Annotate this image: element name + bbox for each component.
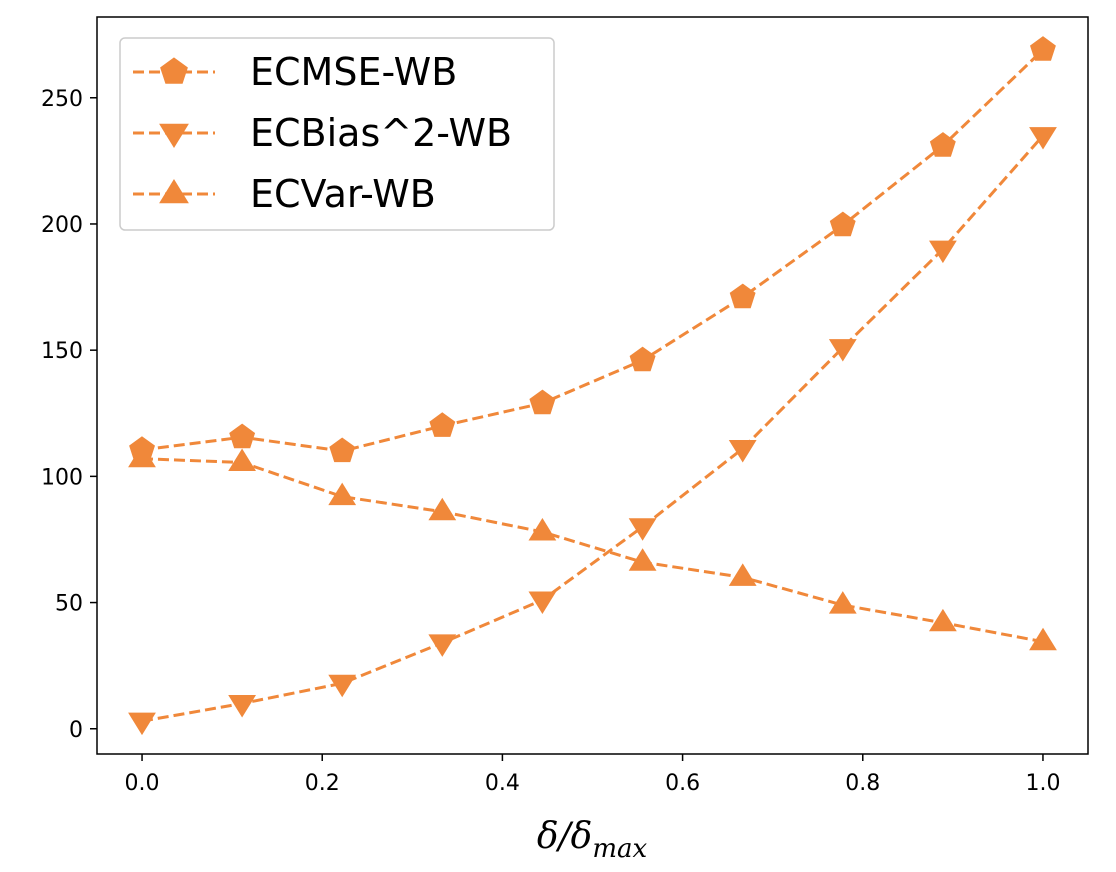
data-point [1030,36,1056,61]
legend-frame [119,37,555,231]
legend-marker [160,57,188,84]
legend: ECMSE-WB ECBias^2-WB ECVar-WB [119,37,555,231]
data-point [629,346,656,372]
data-point [929,608,957,632]
data-point [628,548,657,571]
data-point [228,695,256,718]
data-point [428,497,457,521]
x-axis-label-main: δ/δ [537,816,592,857]
legend-marker [159,123,189,148]
data-point [828,339,857,362]
x-tick-label: 0.8 [845,771,880,796]
data-point [828,591,857,614]
legend-marker [159,179,189,204]
data-point [229,423,256,449]
y-tick-label: 50 [55,592,83,617]
data-point [228,448,256,471]
data-point [329,437,356,463]
legend-items: ECMSE-WB ECBias^2-WB ECVar-WB [133,50,512,216]
data-point [128,712,156,736]
series-ECMSE-WB [129,36,1056,463]
data-point [528,591,557,614]
legend-label: ECMSE-WB [250,50,457,94]
legend-item: ECVar-WB [133,172,436,216]
data-point [529,389,556,415]
data-point [728,563,757,586]
data-point [429,412,456,437]
data-point [528,517,557,541]
y-tick-label: 150 [41,339,83,364]
axes-frame [96,16,1089,755]
series-ECVar-WB [128,444,1057,651]
x-tick-label: 1.0 [1025,771,1060,796]
legend-label: ECVar-WB [250,172,436,216]
data-point [328,674,357,698]
y-tick-label: 250 [41,87,83,112]
series-layer [128,36,1057,736]
series-line [141,457,1044,644]
x-tick-label: 0.2 [305,771,340,796]
data-point [328,482,357,506]
data-point [729,283,756,309]
x-axis-label: δ/δmax [537,816,648,864]
data-point [628,518,657,541]
x-tick-label: 0.0 [125,771,160,796]
data-point [829,211,856,237]
data-point [1029,127,1057,150]
data-point [128,444,156,468]
series-ECBias^2-WB [128,127,1057,736]
x-tick-label: 0.4 [485,771,520,796]
y-tick-label: 0 [69,718,83,743]
legend-label: ECBias^2-WB [250,111,512,155]
ticks-layer: 0.0 0.2 0.4 0.6 0.8 1.0 0 50 100 150 200 250 [41,87,1060,796]
data-point [1029,627,1057,651]
y-tick-label: 200 [41,213,83,238]
data-point [929,240,957,264]
y-tick-label: 100 [41,465,83,490]
x-tick-label: 0.6 [665,771,700,796]
data-point [728,440,757,463]
series-line [141,134,1045,723]
legend-item: ECMSE-WB [133,50,457,94]
data-point [929,132,956,157]
data-point [428,634,457,657]
series-line [141,48,1045,453]
x-axis-label-sub: max [592,834,647,864]
legend-item: ECBias^2-WB [133,111,512,155]
